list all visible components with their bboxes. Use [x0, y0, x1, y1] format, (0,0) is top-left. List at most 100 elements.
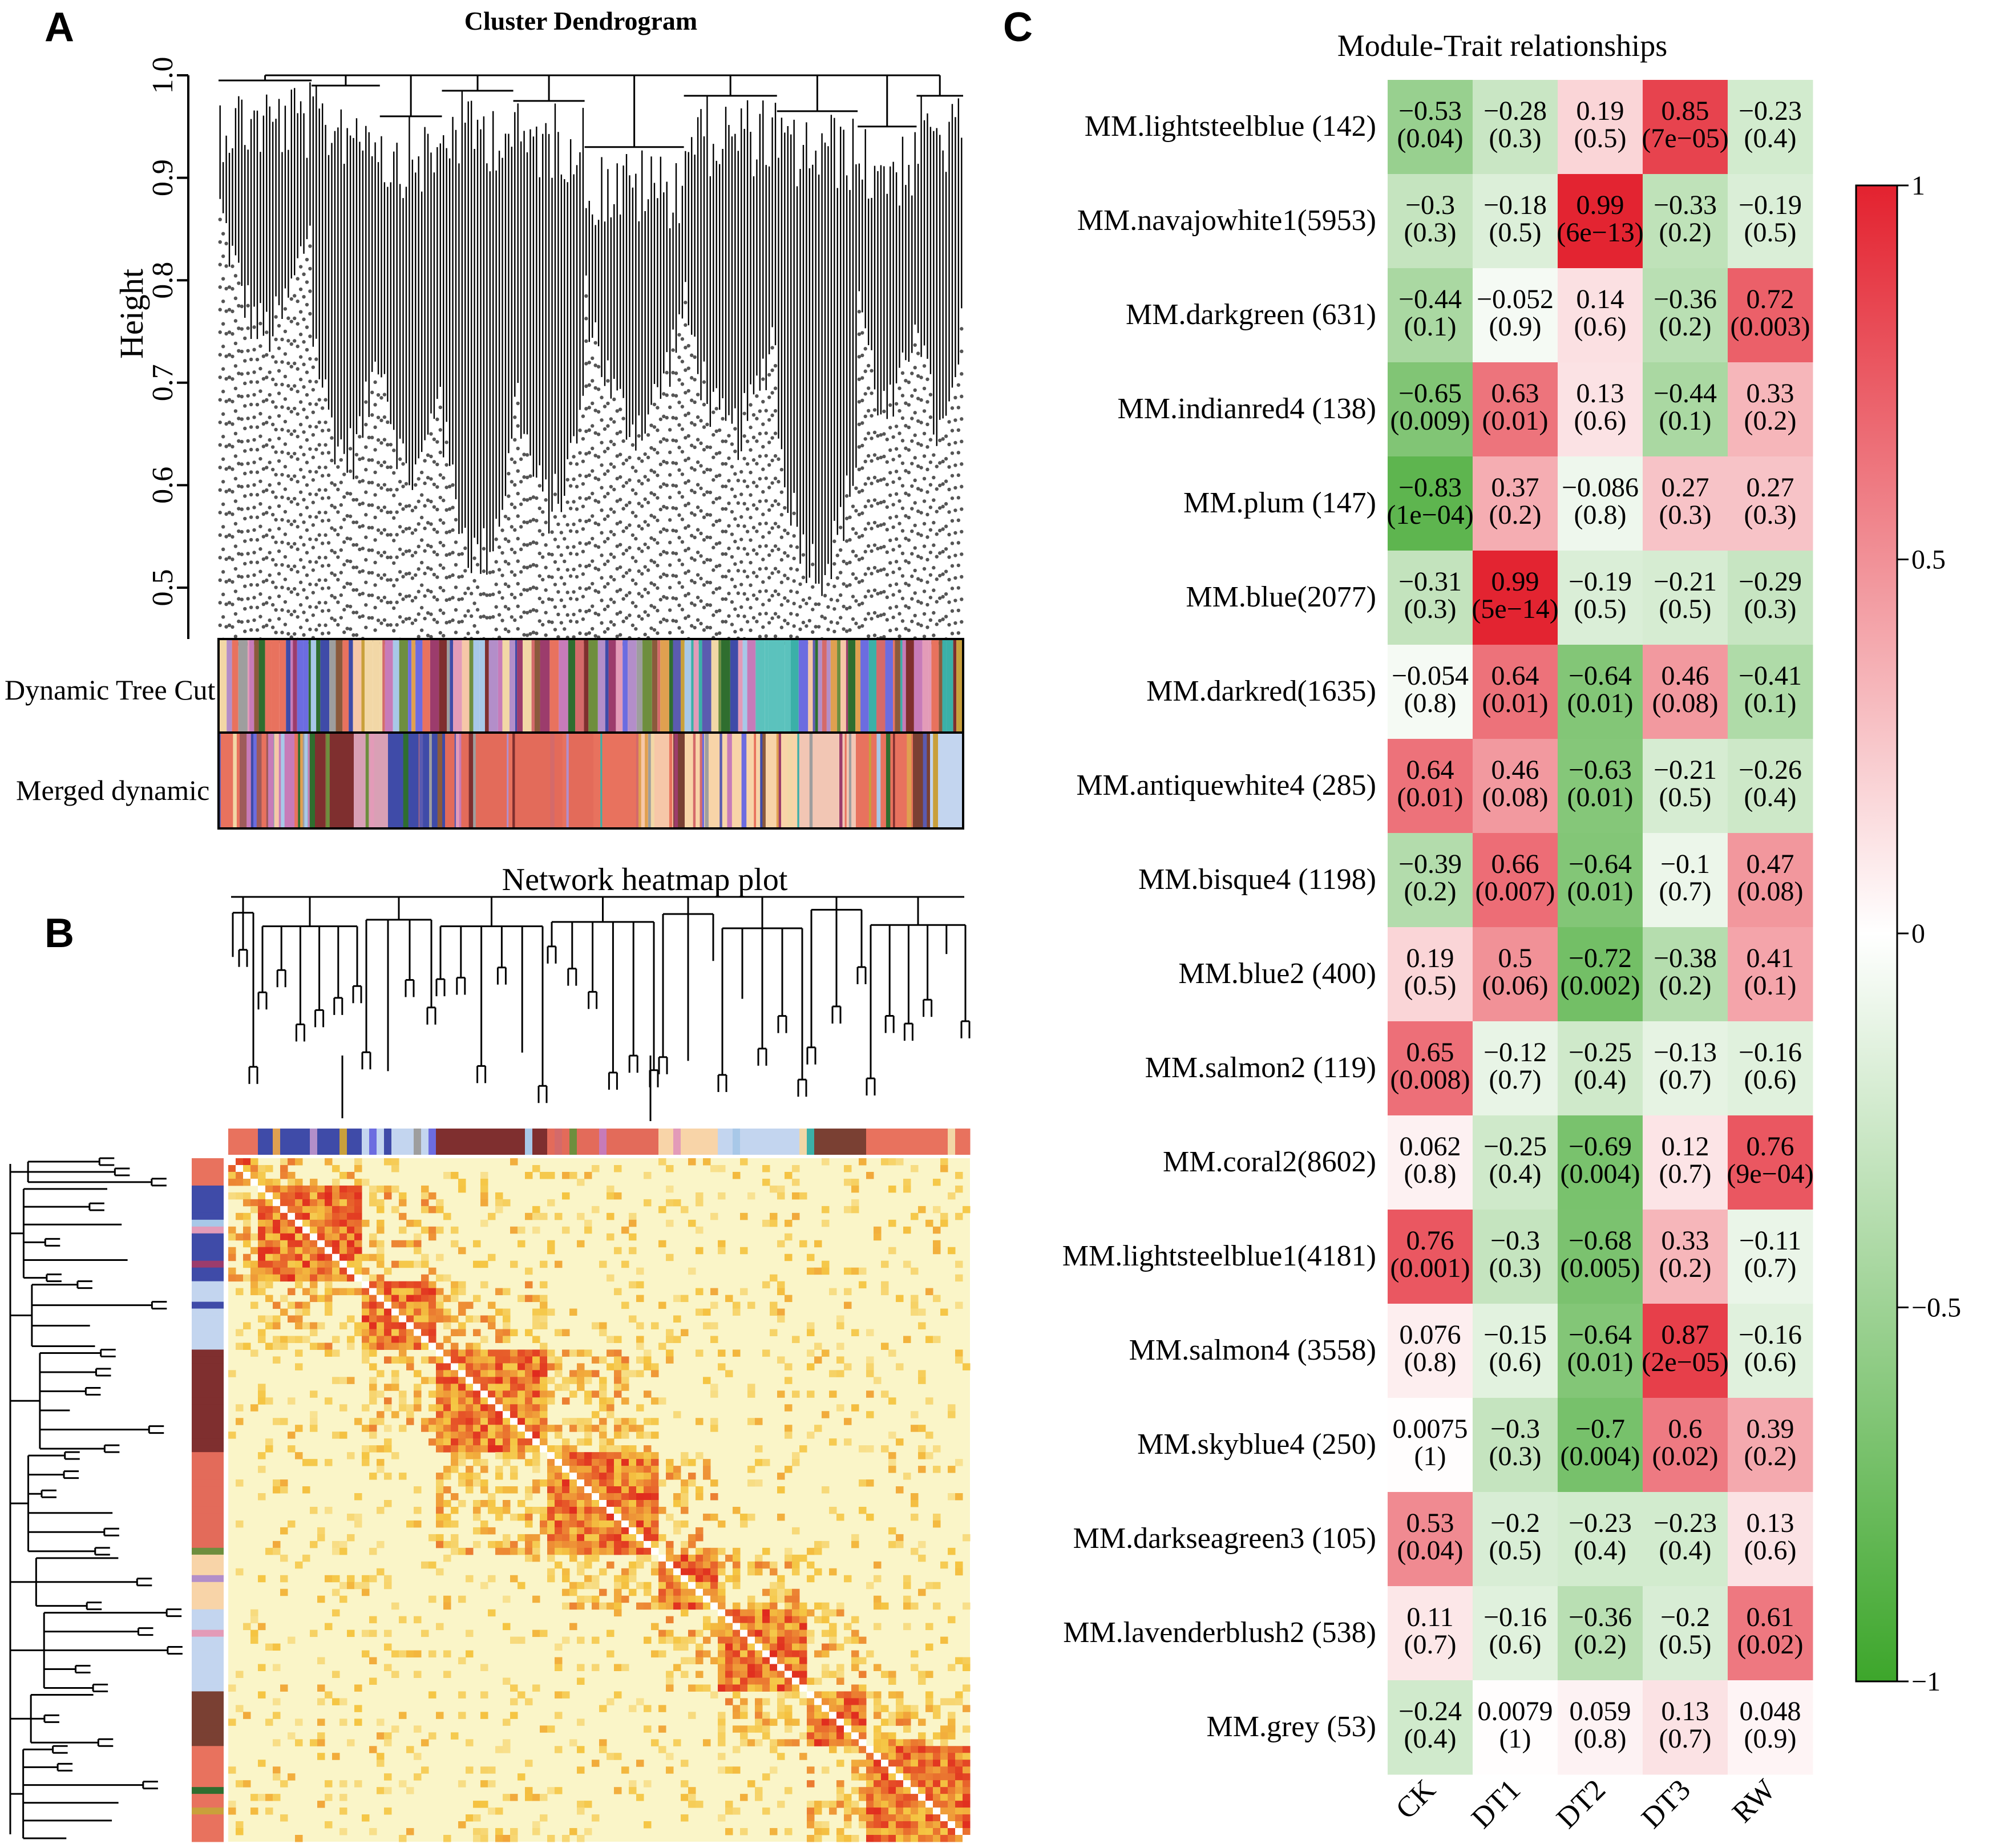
dendrogram-leaf-dot — [876, 502, 880, 506]
merged-module-block — [913, 733, 930, 828]
heatmap-cell — [384, 1384, 392, 1391]
dendrogram-leaf-dot — [404, 595, 409, 599]
dendrogram-leaf-dot — [591, 559, 595, 563]
merged-module-strip — [844, 733, 847, 828]
heatmap-cell — [436, 1295, 444, 1303]
dendrogram-leaf-dot — [751, 413, 756, 417]
heatmap-cell — [569, 1500, 577, 1507]
module-color-strip — [721, 639, 730, 733]
dendrogram-leaf-dot — [835, 553, 839, 557]
dendrogram-leaf-dot — [581, 459, 585, 463]
left-module-strip — [192, 1807, 224, 1815]
dendrogram-leaf-dot — [761, 444, 765, 449]
heatmap-cell — [228, 1253, 236, 1261]
dendrogram-leaf-dot — [844, 516, 849, 520]
dendrogram-leaf-dot — [615, 589, 619, 593]
dendrogram-leaf-dot — [454, 585, 458, 589]
dendrogram-leaf-dot — [231, 287, 235, 291]
top-module-strip — [681, 1129, 689, 1155]
dendrogram-leaf-dot — [928, 506, 933, 509]
dendrogram-leaf-dot — [860, 353, 864, 358]
dendrogram-leaf-dot — [767, 418, 771, 422]
dendrogram-leaf-dot — [609, 439, 613, 444]
dendrogram-leaf-dot — [832, 607, 836, 611]
heatmap-cell — [703, 1473, 711, 1480]
dendrogram-leaf-dot — [348, 447, 353, 451]
dendrogram-leaf-dot — [503, 605, 508, 609]
dendrogram-leaf-dot — [261, 625, 266, 629]
heatmap-cell — [955, 1260, 963, 1268]
dendrogram-leaf-dot — [938, 461, 942, 465]
dendrogram-leaf-dot — [581, 504, 585, 508]
dendrogram-leaf-dot — [525, 520, 529, 525]
heatmap-cell — [607, 1452, 615, 1459]
heatmap-cell — [288, 1219, 296, 1227]
heatmap-cell — [317, 1267, 325, 1275]
dendrogram-leaf-dot — [723, 529, 728, 533]
dendrogram-leaf-dot — [233, 274, 238, 278]
dendrogram-leaf-dot — [460, 575, 464, 579]
dendrogram-leaf-dot — [488, 593, 492, 597]
dendrogram-leaf-dot — [891, 458, 895, 462]
heatmap-cell — [621, 1384, 629, 1391]
dendrogram-leaf-dot — [565, 591, 569, 595]
dendrogram-leaf-dot — [528, 541, 532, 546]
dendrogram-leaf-dot — [944, 614, 948, 618]
dendrogram-leaf-dot — [423, 526, 427, 531]
dendrogram-leaf-dot — [444, 486, 448, 490]
dendrogram-leaf-dot — [426, 543, 430, 547]
dendrogram-leaf-dot — [252, 460, 256, 464]
dendrogram-leaf-dot — [537, 596, 541, 601]
module-color-strip — [622, 639, 628, 733]
heatmap-cell — [480, 1336, 488, 1343]
heatmap-cell — [881, 1158, 889, 1166]
dendrogram-leaf-dot — [925, 535, 929, 539]
top-module-strip — [555, 1129, 563, 1155]
dendrogram-leaf-dot — [298, 512, 303, 517]
dendrogram-leaf-dot — [876, 614, 880, 618]
top-module-strip — [547, 1129, 555, 1155]
dendrogram-leaf-dot — [324, 556, 328, 560]
dendrogram-leaf-dot — [637, 502, 641, 506]
merged-module-strip — [650, 733, 654, 828]
heatmap-cell — [391, 1206, 399, 1214]
heatmap-cell — [599, 1384, 607, 1391]
dendrogram-leaf-dot — [919, 579, 923, 583]
dendrogram-leaf-dot — [779, 625, 784, 629]
dendrogram-leaf-dot — [392, 539, 396, 543]
dendrogram-leaf-dot — [255, 448, 260, 452]
heatmap-cell — [584, 1459, 592, 1466]
dendrogram-leaf-dot — [668, 473, 672, 477]
heatmap-cell — [525, 1438, 533, 1446]
dendrogram-leaf-dot — [231, 354, 235, 358]
dendrogram-leaf-dot — [255, 493, 260, 497]
heatmap-cell — [525, 1459, 533, 1466]
module-color-strip — [286, 639, 291, 733]
dendrogram-leaf-dot — [326, 631, 331, 635]
dendrogram-leaf-dot — [690, 376, 694, 380]
dendrogram-leaf-dot — [370, 458, 374, 462]
top-module-strip — [317, 1129, 325, 1155]
heatmap-cell — [644, 1479, 652, 1487]
dendrogram-leaf-dot — [261, 490, 266, 494]
dendrogram-leaf-dot — [721, 597, 725, 601]
dendrogram-leaf-dot — [370, 435, 374, 440]
dendrogram-leaf-dot — [770, 458, 774, 463]
dendrogram-leaf-dot — [237, 281, 241, 285]
dendrogram-leaf-dot — [311, 365, 316, 369]
top-module-strip — [414, 1129, 422, 1155]
module-color-strip — [258, 639, 265, 733]
heatmap-cell — [443, 1466, 451, 1473]
heatmap-cell — [614, 1164, 622, 1172]
module-color-strip — [584, 639, 589, 733]
merged-module-strip — [274, 733, 279, 828]
dendrogram-leaf-dot — [550, 620, 554, 624]
dendrogram-leaf-dot — [677, 626, 681, 630]
dendrogram-leaf-dot — [882, 454, 886, 459]
dendrogram-leaf-dot — [435, 575, 439, 579]
heatmap-cell — [473, 1356, 481, 1364]
heatmap-cell — [614, 1370, 622, 1377]
merged-module-strip — [507, 733, 510, 828]
dendrogram-leaf-dot — [882, 477, 886, 481]
heatmap-cell — [488, 1384, 496, 1391]
